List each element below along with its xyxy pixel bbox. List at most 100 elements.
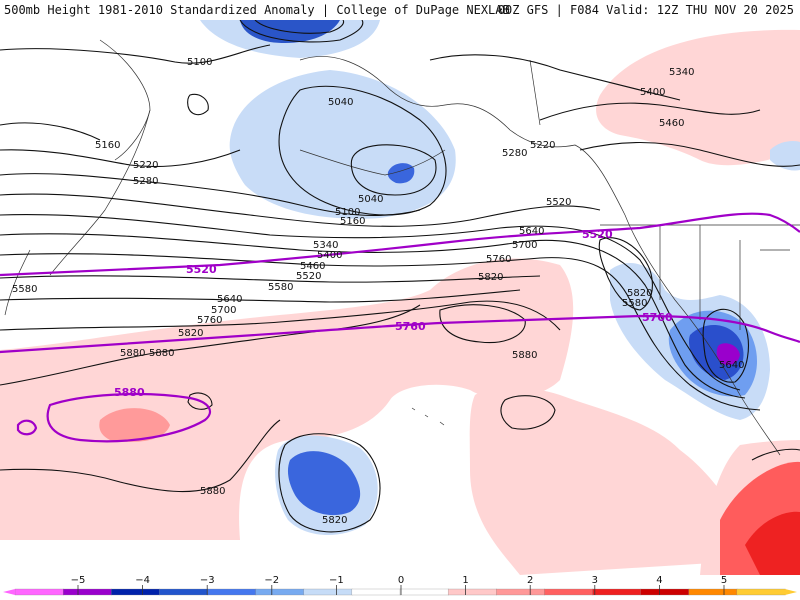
colorbar-tick-label: −2 [264,575,279,586]
contour-trough-5520 [598,237,653,311]
contour-label: 5880 [512,350,537,361]
contour-north-alaska [429,54,681,101]
colorbar-swatch [62,588,112,596]
contour-5880-east [500,395,556,430]
contour-label: 5520 [296,271,321,282]
contour-label: 5640 [217,294,242,305]
climo-5880 [46,392,212,443]
colorbar-swatch [592,588,642,596]
contour-label: 5400 [317,250,342,261]
anomaly-area-canada [596,29,800,166]
anomaly-area-east-pacific [469,387,760,575]
contour-5880 [0,304,421,386]
contour-label: 5820 [322,515,347,526]
border-states [659,225,790,330]
contour-5280-west [0,173,421,216]
contour-label: 5280 [133,176,158,187]
contour-label: 5040 [358,194,383,205]
contour-band-2 [0,214,741,391]
colorbar-tick-label: −3 [200,575,215,586]
coastlines [4,39,800,456]
colorbar-swatch [688,588,738,596]
coastline-hawaii [411,407,445,426]
contour-labels: 5100 5040 5160 5220 5280 5100 5040 5160 … [12,57,744,526]
climo-label: 5760 [642,311,673,324]
colorbar: −5 −4 −3 −2 −1 0 1 2 3 4 5 [3,575,797,596]
colorbar-swatch [640,588,690,596]
header-bar: 500mb Height 1981-2010 Standardized Anom… [0,0,800,20]
climo-5880-small [16,419,38,436]
climo-label: 5520 [186,263,217,276]
colorbar-swatch [496,588,546,596]
colorbar-tick-label: 3 [592,575,598,586]
contour-label: 5700 [512,240,537,251]
contour-label: 5880 [149,348,174,359]
anomaly-area-hudson [770,140,800,171]
contour-label: 5760 [197,315,222,326]
contour-label: 5760 [486,254,511,265]
anomaly-core-bering [387,163,415,184]
contour-band-4 [0,253,761,411]
contour-southeast [751,448,800,461]
contour-label: 5100 [187,57,212,68]
colorbar-arrow-left [3,589,15,595]
colorbar-swatch [255,588,305,596]
colorbar-tick-label: 2 [527,575,533,586]
contour-label: 5820 [478,272,503,283]
product-title: 500mb Height 1981-2010 Standardized Anom… [4,3,510,17]
colorbar-swatch [111,588,161,596]
contour-top-low-2 [254,20,345,34]
colorbar-swatch [207,588,257,596]
contour-label: 5580 [12,284,37,295]
contour-band-6 [0,289,521,303]
contour-label: 5880 [120,348,145,359]
contour-label: 5520 [546,197,571,208]
contour-label: 5100 [335,207,360,218]
anomaly-extreme-california-trough [716,343,740,366]
climo-label: 5880 [114,386,145,399]
contour-label: 5820 [627,288,652,299]
contour-label: 5340 [313,240,338,251]
contour-5880-closed [439,304,526,344]
colorbar-swatch [14,588,64,596]
anomaly-core-subtropical [99,408,170,442]
contour-label: 5880 [200,486,225,497]
contour-label: 5340 [669,67,694,78]
contour-5820-south [278,433,381,533]
contour-5880-west-closed [187,392,213,410]
colorbar-tick-label: −4 [135,575,150,586]
negative-anomaly-shading [200,20,800,536]
colorbar-tick-label: 0 [398,575,404,586]
positive-anomaly-shading [0,29,800,575]
contour-label: 5460 [659,118,684,129]
colorbar-swatch [159,588,209,596]
coastline-aleutians [299,149,446,176]
anomaly-area-central-pacific [0,258,574,540]
contour-band-5 [0,275,541,283]
contour-label: 5220 [133,160,158,171]
climatology-contours [0,212,800,443]
coastline-siberia [99,39,151,161]
contour-canada-2 [579,141,800,167]
contour-label: 5460 [300,261,325,272]
colorbar-tick-label: 5 [721,575,727,586]
contour-label: 5580 [622,298,647,309]
model-valid-time: 00Z GFS | F084 Valid: 12Z THU NOV 20 202… [497,3,794,17]
colorbar-tick-label: −5 [71,575,86,586]
contour-5820 [0,300,561,331]
contour-label: 5160 [95,140,120,151]
contour-5160-west [0,122,101,141]
climo-label: 5520 [582,228,613,241]
climo-label: 5760 [395,320,426,333]
contour-label: 5220 [530,140,555,151]
coastline-kamchatka [49,109,151,276]
anomaly-map: 5100 5040 5160 5220 5280 5100 5040 5160 … [0,20,800,596]
contour-5880-south [0,419,281,493]
coastline-alaska [299,56,781,456]
climo-5520 [0,212,800,277]
climo-5760 [0,314,800,354]
anomaly-core-california-trough [688,324,744,380]
contour-band-1 [0,193,601,227]
colorbar-swatch [736,588,786,596]
